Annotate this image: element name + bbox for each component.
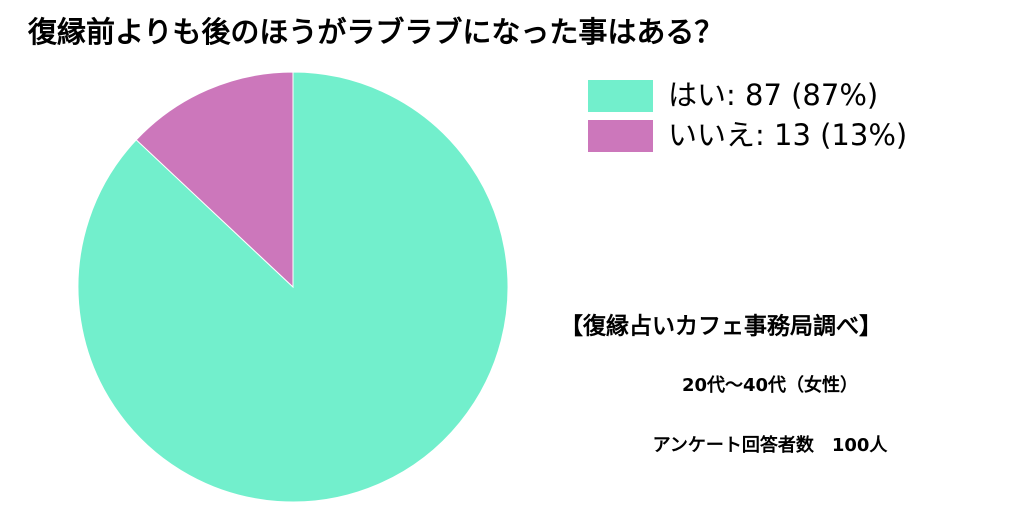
legend-swatch [588,80,653,112]
pie-slice [135,71,294,289]
annotation: 【復縁占いカフェ事務局調べ】 [560,313,882,340]
legend-label: いいえ: 13 (13%) [668,118,907,152]
legend-swatch [588,120,653,152]
legend-label: はい: 87 (87%) [668,78,878,112]
annotation: アンケート回答者数 100人 [653,434,889,456]
annotation: 20代〜40代（女性） [682,374,858,396]
chart-title: 復縁前よりも後のほうがラブラブになった事はある？ [27,15,723,49]
